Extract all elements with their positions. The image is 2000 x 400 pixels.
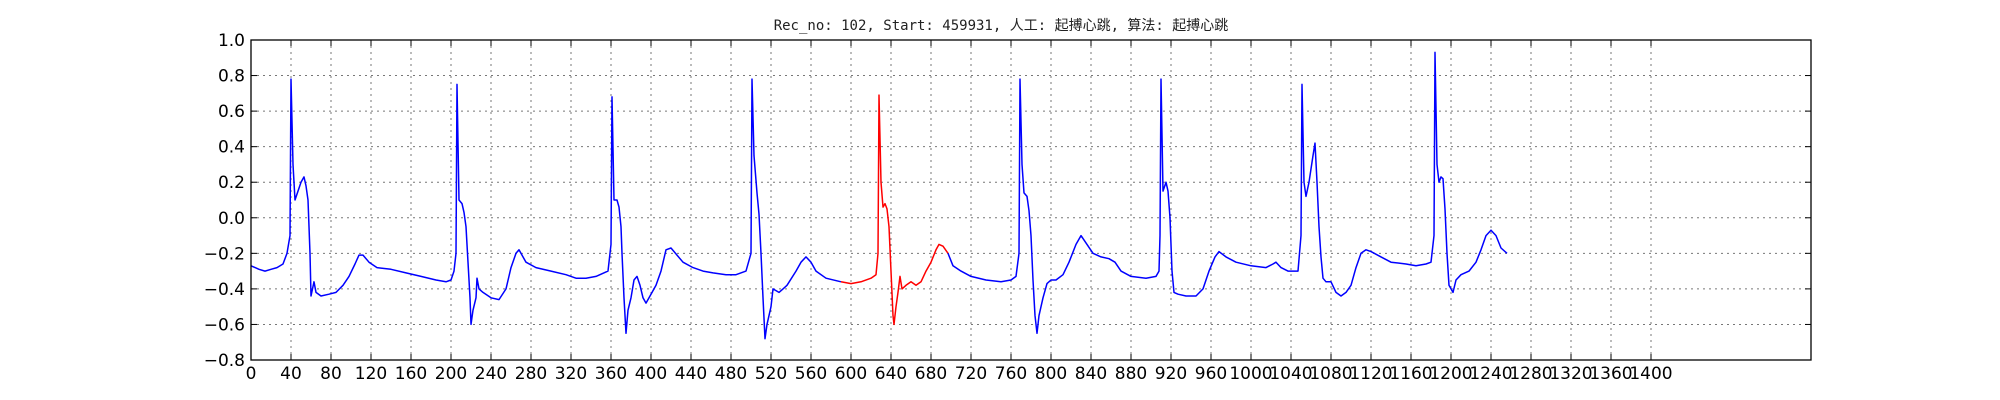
x-tick-label: 1120: [1349, 364, 1392, 384]
y-tick-label: 0.6: [218, 102, 245, 122]
x-tick-label: 0: [246, 364, 257, 384]
x-tick-label: 200: [435, 364, 467, 384]
x-tick-label: 720: [955, 364, 987, 384]
x-tick-label: 360: [595, 364, 627, 384]
y-tick-label: 0.8: [218, 67, 245, 87]
x-tick-label: 440: [675, 364, 707, 384]
x-tick-label: 1200: [1429, 364, 1472, 384]
chart-title: Rec_no: 102, Start: 459931, 人工: 起搏心跳, 算法…: [774, 17, 1229, 34]
x-tick-label: 320: [555, 364, 587, 384]
x-tick-label: 560: [795, 364, 827, 384]
series-layer: [250, 51, 1508, 340]
x-tick-label: 760: [995, 364, 1027, 384]
y-tick-label: −0.2: [204, 244, 245, 264]
x-tick-label: 80: [320, 364, 342, 384]
y-tick-label: −0.6: [204, 315, 245, 335]
x-tick-label: 160: [395, 364, 427, 384]
y-tick-label: −0.4: [204, 280, 245, 300]
x-tick-label: 480: [715, 364, 747, 384]
x-tick-label: 400: [635, 364, 667, 384]
y-tick-label: 1.0: [218, 31, 245, 51]
x-tick-label: 1400: [1629, 364, 1672, 384]
y-tick-label: −0.8: [204, 351, 245, 371]
x-tick-label: 640: [875, 364, 907, 384]
x-tick-label: 1240: [1469, 364, 1512, 384]
x-tick-label: 800: [1035, 364, 1067, 384]
x-tick-label: 1040: [1269, 364, 1312, 384]
y-axis: −0.8 −0.6 −0.4 −0.2 0.0 0.2 0.4 0.6 0.8 1.0: [204, 31, 1811, 371]
series-line-2: [840, 94, 949, 326]
x-tick-label: 1360: [1589, 364, 1632, 384]
x-tick-label: 1080: [1309, 364, 1352, 384]
series-line-1: [250, 78, 842, 340]
x-tick-label: 960: [1195, 364, 1227, 384]
x-tick-label: 600: [835, 364, 867, 384]
y-tick-label: 0.4: [218, 138, 245, 158]
series-line-3: [947, 51, 1508, 335]
x-axis: 0 40 80 120 160 200 240 280 320 360 400 440 480 520 56…: [246, 40, 1673, 384]
plot-frame: [250, 39, 1812, 361]
x-tick-label: 1000: [1229, 364, 1272, 384]
x-tick-label: 520: [755, 364, 787, 384]
x-tick-label: 920: [1155, 364, 1187, 384]
x-tick-label: 1280: [1509, 364, 1552, 384]
y-tick-label: 0.2: [218, 173, 245, 193]
x-tick-label: 240: [475, 364, 507, 384]
x-tick-label: 880: [1115, 364, 1147, 384]
x-tick-label: 120: [355, 364, 387, 384]
x-tick-label: 680: [915, 364, 947, 384]
x-tick-label: 40: [280, 364, 302, 384]
x-tick-label: 840: [1075, 364, 1107, 384]
x-tick-label: 1160: [1389, 364, 1432, 384]
y-tick-label: 0.0: [218, 209, 245, 229]
grid-lines: [251, 40, 1811, 360]
x-tick-label: 280: [515, 364, 547, 384]
x-tick-label: 1320: [1549, 364, 1592, 384]
